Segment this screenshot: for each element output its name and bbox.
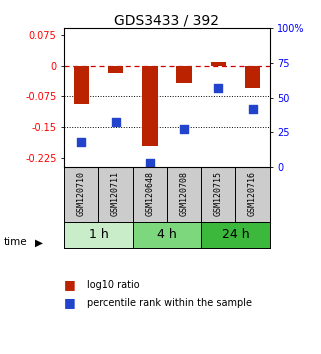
Text: GSM120710: GSM120710 [77,171,86,216]
Bar [235,167,270,222]
Point [216,85,221,91]
Bar [211,62,226,65]
Bar [108,65,123,73]
Bar [201,222,270,248]
Point [79,139,84,145]
Title: GDS3433 / 392: GDS3433 / 392 [114,13,220,27]
Bar [176,65,192,83]
Text: GSM120648: GSM120648 [145,171,154,216]
Bar [99,167,133,222]
Text: 1 h: 1 h [89,228,108,241]
Point [113,120,118,125]
Point [250,106,255,112]
Bar [64,222,133,248]
Text: ■: ■ [64,279,76,291]
Text: percentile rank within the sample: percentile rank within the sample [87,298,252,308]
Text: log10 ratio: log10 ratio [87,280,139,290]
Bar [64,167,99,222]
Bar [245,65,260,88]
Bar [201,167,235,222]
Text: 24 h: 24 h [221,228,249,241]
Text: 4 h: 4 h [157,228,177,241]
Text: GSM120708: GSM120708 [179,171,188,216]
Point [181,126,187,132]
Text: GSM120711: GSM120711 [111,171,120,216]
Bar [167,167,201,222]
Text: ■: ■ [64,296,76,309]
Bar [133,222,201,248]
Bar [133,167,167,222]
Text: GSM120716: GSM120716 [248,171,257,216]
Bar [142,65,158,146]
Text: GSM120715: GSM120715 [214,171,223,216]
Text: time: time [3,238,27,247]
Text: ▶: ▶ [35,238,43,247]
Point [147,160,152,165]
Bar [74,65,89,104]
